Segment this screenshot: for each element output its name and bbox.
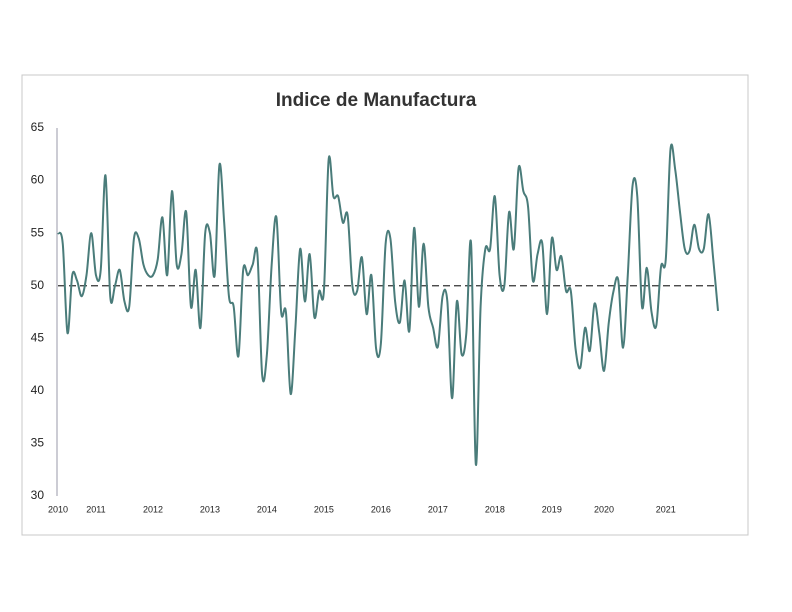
x-tick-label: 2010 — [48, 504, 68, 514]
x-tick-label: 2014 — [257, 504, 277, 514]
y-tick-label: 50 — [31, 278, 45, 292]
x-tick-label: 2015 — [314, 504, 334, 514]
x-tick-label: 2011 — [86, 504, 105, 514]
x-tick-label: 2012 — [143, 504, 163, 514]
data-line — [57, 143, 719, 466]
y-tick-label: 65 — [31, 120, 45, 134]
y-tick-label: 55 — [31, 225, 45, 239]
chart-title: Indice de Manufactura — [276, 90, 477, 111]
x-tick-label: 2017 — [428, 504, 448, 514]
x-tick-label: 2021 — [656, 504, 676, 514]
y-tick-label: 60 — [31, 173, 45, 187]
x-tick-label: 2016 — [371, 504, 391, 514]
x-tick-label: 2020 — [594, 504, 614, 514]
x-tick-label: 2018 — [485, 504, 505, 514]
y-tick-label: 35 — [31, 436, 45, 450]
x-tick-label: 2019 — [542, 504, 562, 514]
y-tick-label: 30 — [31, 488, 45, 502]
y-tick-label: 45 — [31, 330, 45, 344]
x-tick-label: 2013 — [200, 504, 220, 514]
y-tick-label: 40 — [31, 383, 45, 397]
chart-frame — [21, 74, 749, 536]
